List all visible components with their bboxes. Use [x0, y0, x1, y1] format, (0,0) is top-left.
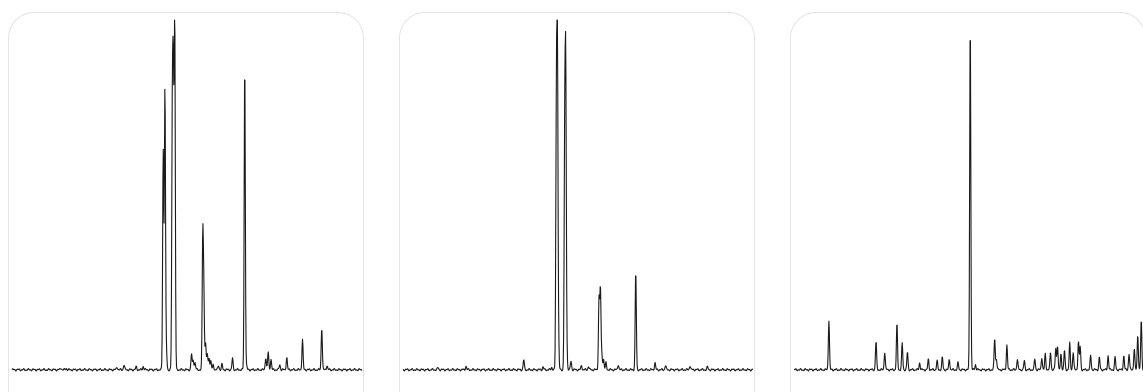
- series-line-panel-3: [793, 40, 1143, 372]
- chromatogram-charts: [11, 19, 1143, 372]
- chromatogram-panel-3: [790, 12, 1143, 392]
- chromatogram-panel-2: [399, 12, 755, 392]
- series-line-panel-1: [11, 19, 363, 372]
- series-line-panel-2: [402, 19, 754, 372]
- chromatogram-panel-1: [8, 12, 364, 392]
